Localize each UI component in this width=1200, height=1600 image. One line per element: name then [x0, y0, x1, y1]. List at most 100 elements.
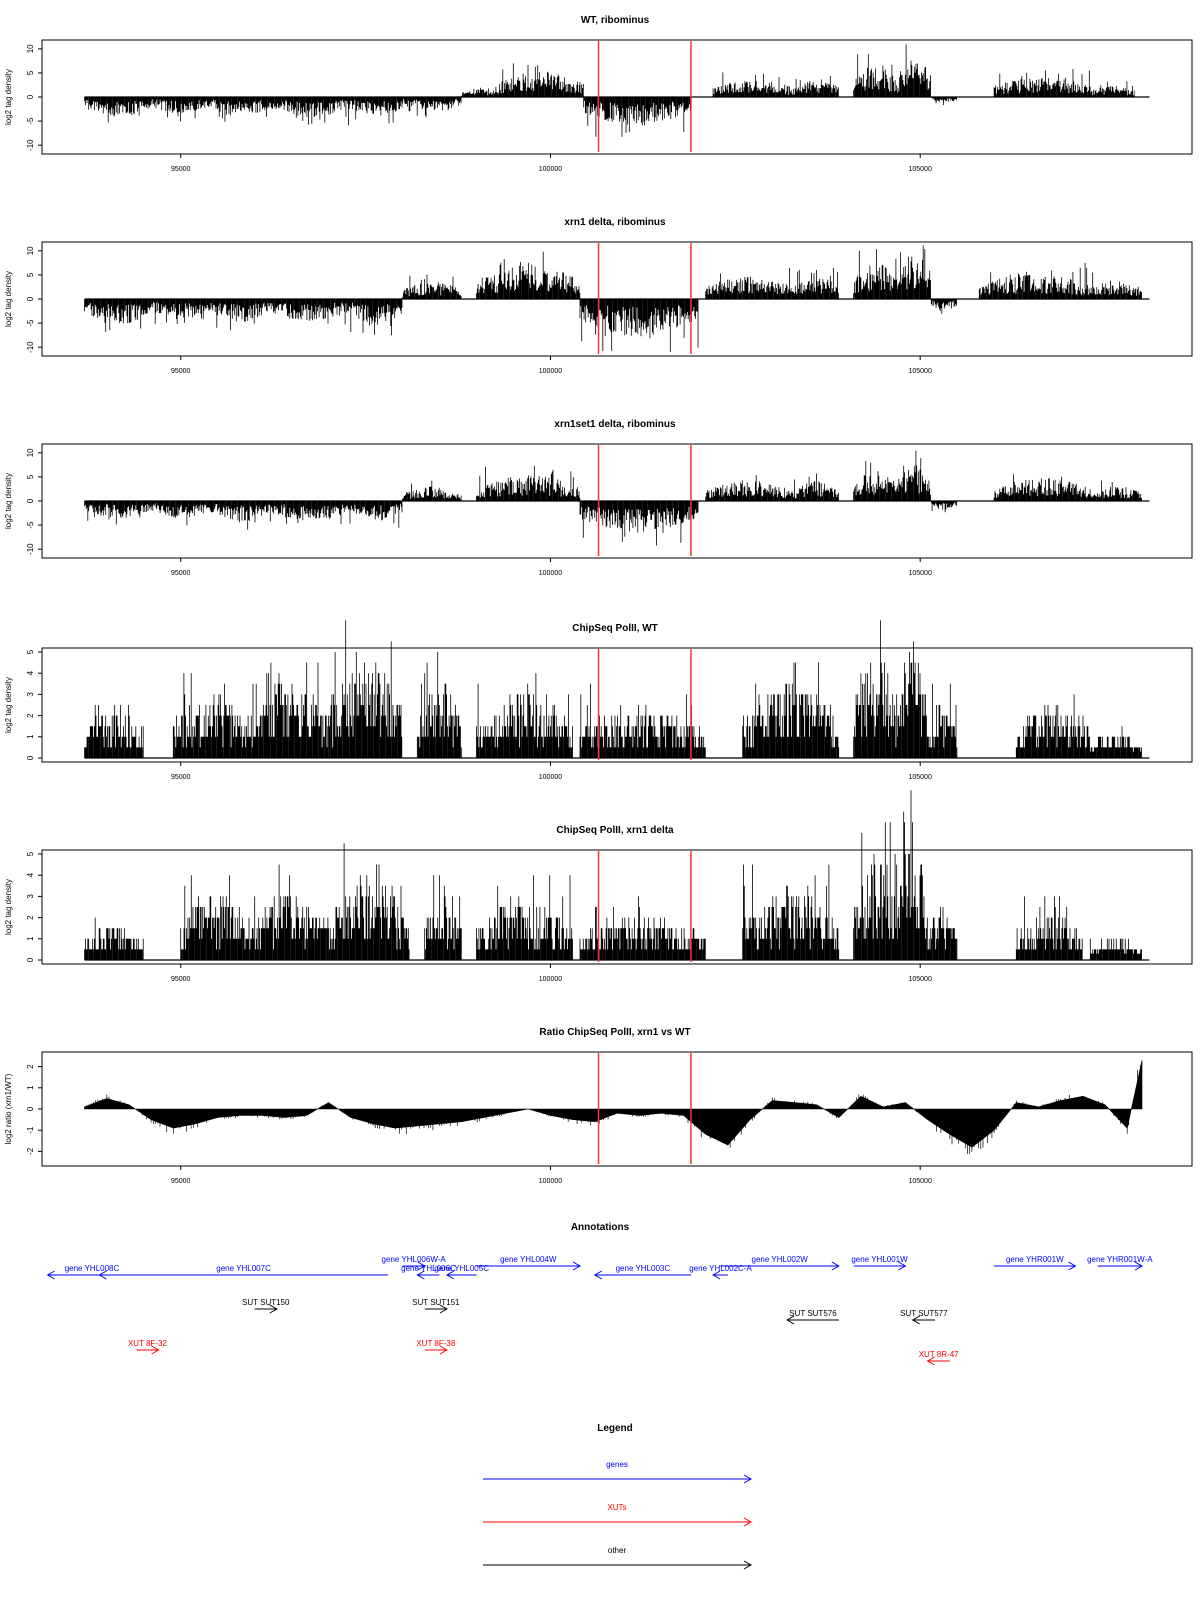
panel-title: xrn1set1 delta, ribominus [554, 419, 676, 430]
y-tick-label: 5 [26, 851, 35, 856]
feature-label: gene YHL002C-A [689, 1264, 752, 1273]
signal-segment [172, 673, 247, 758]
x-tick-label: 95000 [171, 166, 191, 173]
y-tick-label: 1 [26, 734, 35, 739]
feature-arrow: gene YHL002C-A [689, 1264, 752, 1280]
feature-label: gene YHL002W [752, 1255, 809, 1264]
signal-segment [498, 63, 584, 97]
x-tick-label: 100000 [539, 976, 562, 983]
track-panel: xrn1 delta, ribominus log2 tag density -10… [4, 217, 1193, 375]
feature-arrow: SUT SUT151 [412, 1298, 460, 1314]
plot-frame [41, 647, 1193, 763]
feature-arrow: XUT 8F-38 [416, 1339, 456, 1355]
annotations-title: Annotations [571, 1222, 630, 1233]
signal-segment [1015, 896, 1083, 960]
signal-segment [350, 97, 403, 124]
signal-segment [930, 501, 957, 513]
panel-title: WT, ribominus [581, 15, 650, 26]
signal-segment [930, 97, 957, 105]
data-marks [84, 620, 1150, 759]
feature-label: XUT 8F-32 [128, 1339, 168, 1348]
x-tick-label: 95000 [171, 1178, 191, 1185]
y-tick-label: 1 [26, 1085, 35, 1090]
x-tick-label: 95000 [171, 976, 191, 983]
legend: Legend genes XUTs other [483, 1423, 753, 1570]
signal-segment [897, 245, 931, 299]
feature-arrow: XUT 8F-32 [128, 1339, 168, 1355]
feature-label: XUT 8R-47 [919, 1350, 959, 1359]
signal-segment [927, 907, 958, 960]
signal-segment [705, 268, 795, 299]
feature-arrow: gene YHL008C [46, 1264, 137, 1280]
x-tick-label: 95000 [171, 774, 191, 781]
signal-segment [402, 480, 462, 501]
feature-arrow: SUT SUT150 [242, 1298, 290, 1314]
data-marks [84, 450, 1150, 546]
y-tick-label: 0 [26, 1106, 35, 1111]
signal-segment [1089, 81, 1135, 97]
signal-segment [705, 475, 795, 501]
x-tick-label: 100000 [539, 166, 562, 173]
y-axis-label: log2 tag density [4, 271, 13, 327]
signal-segment [897, 790, 928, 960]
signal-segment [209, 299, 270, 331]
y-tick-label: 0 [26, 957, 35, 962]
panel-title: Ratio ChipSeq PolII, xrn1 vs WT [539, 1027, 690, 1038]
y-tick-label: -2 [26, 1147, 35, 1155]
feature-arrow: gene YHL006C [401, 1264, 456, 1280]
signal-segment [328, 843, 410, 960]
feature-arrow: gene YHL005C [434, 1264, 489, 1280]
ratio-area [84, 1060, 1143, 1148]
signal-segment [583, 97, 691, 137]
legend-label: genes [606, 1460, 628, 1469]
y-tick-label: 5 [26, 272, 35, 277]
signal-segment [402, 97, 462, 118]
signal-segment [897, 450, 931, 501]
y-tick-label: 3 [26, 692, 35, 697]
legend-title: Legend [597, 1423, 633, 1434]
y-tick-label: 3 [26, 894, 35, 899]
feature-arrow: gene YHR001W-A [1087, 1255, 1153, 1271]
x-tick-label: 100000 [539, 368, 562, 375]
feature-arrow: SUT SUT576 [786, 1309, 839, 1325]
y-axis-label: log2 tag density [4, 677, 13, 733]
feature-arrow: gene YHL001W [851, 1255, 908, 1271]
panel-title: ChipSeq PolII, WT [572, 623, 658, 634]
feature-arrow: SUT SUT577 [900, 1309, 948, 1325]
y-tick-label: 0 [26, 755, 35, 760]
y-tick-label: 5 [26, 70, 35, 75]
y-tick-label: 2 [26, 713, 35, 718]
x-tick-label: 100000 [539, 774, 562, 781]
y-tick-label: 2 [26, 915, 35, 920]
feature-label: gene YHL004W [500, 1255, 557, 1264]
data-marks [84, 44, 1150, 137]
signal-segment [150, 299, 211, 324]
signal-segment [269, 299, 351, 325]
signal-segment [476, 875, 573, 960]
y-tick-label: 4 [26, 872, 35, 877]
x-tick-label: 105000 [908, 368, 931, 375]
plot-frame [41, 849, 1193, 965]
feature-label: gene YHL006C [401, 1264, 456, 1273]
x-tick-label: 105000 [908, 570, 931, 577]
feature-arrow: gene YHL007C [98, 1264, 388, 1280]
y-tick-label: 5 [26, 649, 35, 654]
feature-arrow: gene YHR001W [994, 1255, 1077, 1271]
legend-label: other [608, 1546, 627, 1555]
x-tick-label: 105000 [908, 1178, 931, 1185]
feature-label: SUT SUT577 [900, 1309, 948, 1318]
signal-segment [269, 501, 351, 525]
feature-label: XUT 8F-38 [416, 1339, 456, 1348]
feature-arrow: XUT 8R-47 [919, 1350, 959, 1366]
track-panel: ChipSeq PolII, WT log2 tag density 0 1 2 3 4 5 9… [4, 620, 1193, 781]
signal-segment [269, 97, 351, 126]
data-marks [84, 245, 1150, 352]
feature-label: SUT SUT150 [242, 1298, 290, 1307]
signal-segment [476, 465, 581, 501]
signal-segment [84, 917, 144, 960]
signal-segment [150, 501, 211, 526]
x-tick-label: 100000 [539, 1178, 562, 1185]
signal-segment [978, 262, 1091, 299]
feature-label: gene YHL006W-A [382, 1255, 447, 1264]
